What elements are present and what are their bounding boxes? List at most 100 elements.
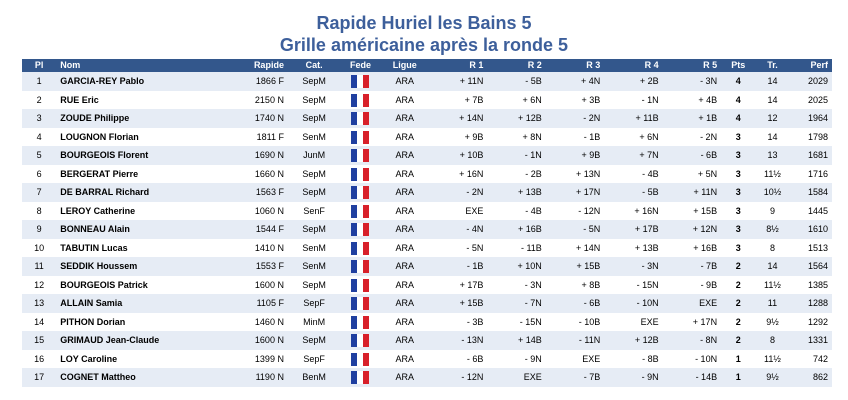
cell-round-1: - 6B xyxy=(466,353,484,364)
cell-rating: 1399 N xyxy=(254,353,284,364)
cell-round-4: - 1N xyxy=(641,94,659,105)
cell-points: 3 xyxy=(735,168,741,179)
header-fede[interactable]: Fede xyxy=(349,60,371,70)
cell-round-1: - 5N xyxy=(466,242,484,253)
header-r3[interactable]: R 3 xyxy=(586,60,601,70)
cell-round-4: - 4B xyxy=(642,168,659,179)
cell-performance: 1385 xyxy=(807,279,828,290)
header-r1[interactable]: R 1 xyxy=(469,60,484,70)
cell-round-4: + 6N xyxy=(639,131,659,142)
france-flag-icon xyxy=(351,371,370,385)
header-pl[interactable]: Pl xyxy=(34,60,44,70)
cell-rating: 2150 N xyxy=(254,94,284,105)
page-subtitle: Grille américaine après la ronde 5 xyxy=(279,35,569,55)
player-name-link[interactable]: BERGERAT Pierre xyxy=(60,168,139,179)
header-nom[interactable]: Nom xyxy=(60,60,81,70)
header-rapide[interactable]: Rapide xyxy=(253,60,284,70)
player-name-link[interactable]: LEROY Catherine xyxy=(60,205,136,216)
cell-federation xyxy=(340,165,380,184)
header-pts[interactable]: Pts xyxy=(731,60,746,70)
cell-rating: 1600 N xyxy=(254,335,284,346)
cell-points: 1 xyxy=(735,372,741,383)
player-name-link[interactable]: ALLAIN Samia xyxy=(60,298,123,309)
cell-category: SepM xyxy=(302,113,326,124)
cell-round-1: + 14N xyxy=(459,113,484,124)
cell-league: ARA xyxy=(395,298,415,309)
cell-tiebreak: 14 xyxy=(767,261,778,272)
cell-performance: 1445 xyxy=(807,205,828,216)
player-name-link[interactable]: COGNET Mattheo xyxy=(60,372,136,383)
cell-performance: 1292 xyxy=(807,316,828,327)
france-flag-icon xyxy=(351,223,370,237)
table-row: 5 BOURGEOIS Florent 1690 N JunM ARA + 10B - 1N… xyxy=(22,146,832,165)
cell-round-1: + 17B xyxy=(459,279,484,290)
cell-league: ARA xyxy=(395,113,415,124)
cell-league: ARA xyxy=(395,316,415,327)
cell-round-5: - 3N xyxy=(700,76,718,87)
cell-round-5: - 14B xyxy=(695,372,718,383)
header-r5[interactable]: R 5 xyxy=(703,60,718,70)
table-row: 3 ZOUDE Philippe 1740 N SepM ARA + 14N + 12B - … xyxy=(22,109,832,128)
cell-category: SepM xyxy=(302,279,326,290)
cell-federation xyxy=(340,350,380,369)
header-tr[interactable]: Tr. xyxy=(767,60,778,70)
player-name-link[interactable]: BONNEAU Alain xyxy=(60,224,130,235)
cell-category: SenF xyxy=(303,205,325,216)
france-flag-icon xyxy=(351,149,370,163)
cell-federation xyxy=(340,128,380,147)
table-row: 14 PITHON Dorian 1460 N MinM ARA - 3B - 15N - 1… xyxy=(22,312,832,331)
header-r4[interactable]: R 4 xyxy=(644,60,659,70)
cell-rating: 1410 N xyxy=(254,242,284,253)
cell-rating: 1866 F xyxy=(255,76,284,87)
cell-points: 3 xyxy=(735,131,741,142)
cell-pl: 11 xyxy=(34,261,44,272)
cell-round-3: + 3B xyxy=(581,94,601,105)
table-row: 4 LOUGNON Florian 1811 F SenM ARA + 9B + 8N - 1… xyxy=(22,127,832,147)
cell-round-3: - 12N xyxy=(578,205,601,216)
cell-category: SepF xyxy=(303,298,325,309)
player-name-link[interactable]: LOUGNON Florian xyxy=(60,131,139,142)
cell-points: 2 xyxy=(735,261,741,272)
cell-pl: 4 xyxy=(36,131,42,142)
cell-tiebreak: 14 xyxy=(767,131,778,142)
player-name-link[interactable]: GARCIA-REY Pablo xyxy=(60,76,145,87)
header-perf[interactable]: Perf xyxy=(810,60,828,70)
cell-round-4: - 15N xyxy=(636,279,659,290)
cell-round-2: - 5B xyxy=(525,76,542,87)
player-name-link[interactable]: LOY Caroline xyxy=(60,353,118,364)
cell-round-5: - 6B xyxy=(700,150,718,161)
cell-pl: 14 xyxy=(34,316,45,327)
cell-round-4: + 2B xyxy=(639,76,659,87)
cell-rating: 1460 N xyxy=(254,316,284,327)
cell-round-4: + 11B xyxy=(635,113,659,124)
cell-tiebreak: 11½ xyxy=(764,353,781,364)
player-name-link[interactable]: ZOUDE Philippe xyxy=(60,113,130,124)
cell-rating: 1811 F xyxy=(256,131,284,142)
player-name-link[interactable]: DE BARRAL Richard xyxy=(60,187,150,198)
cell-round-5: + 11N xyxy=(693,187,718,198)
cell-round-3: + 8B xyxy=(581,279,601,290)
table-row: 10 TABUTIN Lucas 1410 N SenM ARA - 5N - 11B + 1… xyxy=(22,238,832,257)
player-name-link[interactable]: BOURGEOIS Florent xyxy=(60,150,149,161)
player-name-link[interactable]: GRIMAUD Jean-Claude xyxy=(60,335,160,346)
cell-round-5: + 1B xyxy=(698,113,718,124)
header-cat[interactable]: Cat. xyxy=(305,60,323,70)
player-name-link[interactable]: SEDDIK Houssem xyxy=(60,261,138,272)
cell-pl: 8 xyxy=(36,205,42,216)
cell-performance: 1964 xyxy=(807,113,828,124)
player-name-link[interactable]: TABUTIN Lucas xyxy=(60,242,128,253)
cell-round-3: - 7B xyxy=(583,372,601,383)
cell-league: ARA xyxy=(395,353,415,364)
cell-round-4: + 16N xyxy=(634,205,659,216)
header-r2[interactable]: R 2 xyxy=(527,60,542,70)
player-name-link[interactable]: PITHON Dorian xyxy=(60,316,126,327)
cell-category: SepM xyxy=(302,335,326,346)
table-header-row: Pl Nom Rapide Cat. Fede Ligue R 1 R 2 R … xyxy=(22,59,832,72)
france-flag-icon xyxy=(351,93,370,107)
header-ligue[interactable]: Ligue xyxy=(392,60,417,70)
player-name-link[interactable]: BOURGEOIS Patrick xyxy=(60,279,148,290)
france-flag-icon xyxy=(351,352,370,366)
cell-round-2: - 7N xyxy=(524,298,542,309)
cell-round-4: - 3N xyxy=(641,261,659,272)
player-name-link[interactable]: RUE Eric xyxy=(60,94,99,105)
